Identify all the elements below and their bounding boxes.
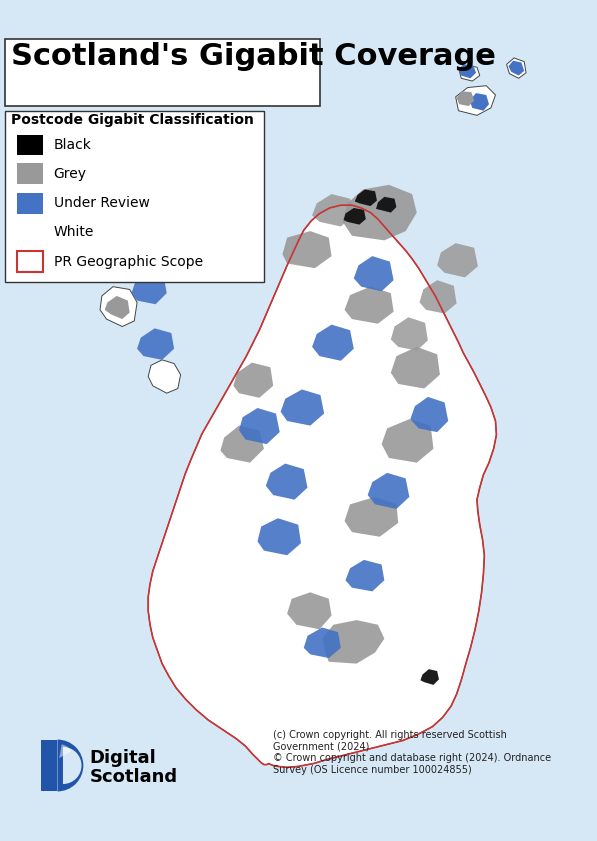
Polygon shape: [148, 360, 181, 394]
Wedge shape: [57, 739, 84, 791]
Polygon shape: [282, 231, 331, 268]
Bar: [17, 193, 42, 214]
Bar: [17, 251, 42, 272]
Text: PR Geographic Scope: PR Geographic Scope: [54, 255, 203, 268]
FancyBboxPatch shape: [5, 111, 264, 282]
Polygon shape: [456, 86, 496, 115]
Polygon shape: [368, 473, 410, 509]
Polygon shape: [100, 287, 137, 326]
Polygon shape: [437, 243, 478, 278]
Polygon shape: [376, 197, 396, 213]
Polygon shape: [344, 208, 366, 225]
Polygon shape: [470, 93, 489, 111]
Text: Grey: Grey: [54, 167, 87, 181]
Polygon shape: [354, 257, 393, 291]
Polygon shape: [312, 194, 354, 226]
Polygon shape: [420, 669, 439, 685]
Polygon shape: [457, 92, 474, 106]
Bar: [17, 135, 42, 155]
Text: Black: Black: [54, 138, 91, 152]
Polygon shape: [509, 61, 524, 76]
Text: Scotland's Gigabit Coverage: Scotland's Gigabit Coverage: [11, 43, 496, 71]
Polygon shape: [381, 419, 433, 463]
Polygon shape: [343, 185, 417, 241]
Polygon shape: [344, 497, 398, 537]
Polygon shape: [148, 205, 497, 767]
FancyBboxPatch shape: [5, 40, 319, 106]
Polygon shape: [322, 620, 384, 664]
Text: Under Review: Under Review: [54, 196, 150, 210]
Polygon shape: [281, 389, 324, 426]
Text: White: White: [54, 225, 94, 239]
Polygon shape: [304, 627, 341, 658]
Polygon shape: [137, 328, 174, 360]
Polygon shape: [287, 592, 331, 629]
Polygon shape: [391, 317, 428, 351]
Polygon shape: [0, 31, 553, 810]
Polygon shape: [266, 463, 307, 500]
Bar: [41, 739, 57, 791]
Wedge shape: [63, 747, 82, 784]
Polygon shape: [220, 426, 264, 463]
Polygon shape: [458, 65, 476, 78]
Text: Digital: Digital: [90, 749, 156, 767]
Text: Scotland: Scotland: [90, 768, 178, 785]
Polygon shape: [420, 280, 457, 314]
Text: (c) Crown copyright. All rights reserved Scottish
Government (2024)
© Crown copy: (c) Crown copyright. All rights reserved…: [273, 730, 552, 775]
Polygon shape: [233, 362, 273, 398]
Polygon shape: [344, 287, 393, 324]
Polygon shape: [104, 296, 130, 319]
Polygon shape: [346, 560, 384, 591]
Polygon shape: [257, 518, 301, 555]
Text: Postcode Gigabit Classification: Postcode Gigabit Classification: [11, 113, 254, 127]
Polygon shape: [391, 346, 440, 389]
Polygon shape: [355, 189, 377, 206]
Bar: [17, 163, 42, 184]
Wedge shape: [59, 744, 71, 758]
Polygon shape: [239, 408, 280, 444]
Polygon shape: [459, 66, 480, 81]
Polygon shape: [507, 58, 526, 78]
Polygon shape: [131, 272, 167, 304]
Polygon shape: [312, 325, 354, 361]
Polygon shape: [410, 397, 448, 432]
